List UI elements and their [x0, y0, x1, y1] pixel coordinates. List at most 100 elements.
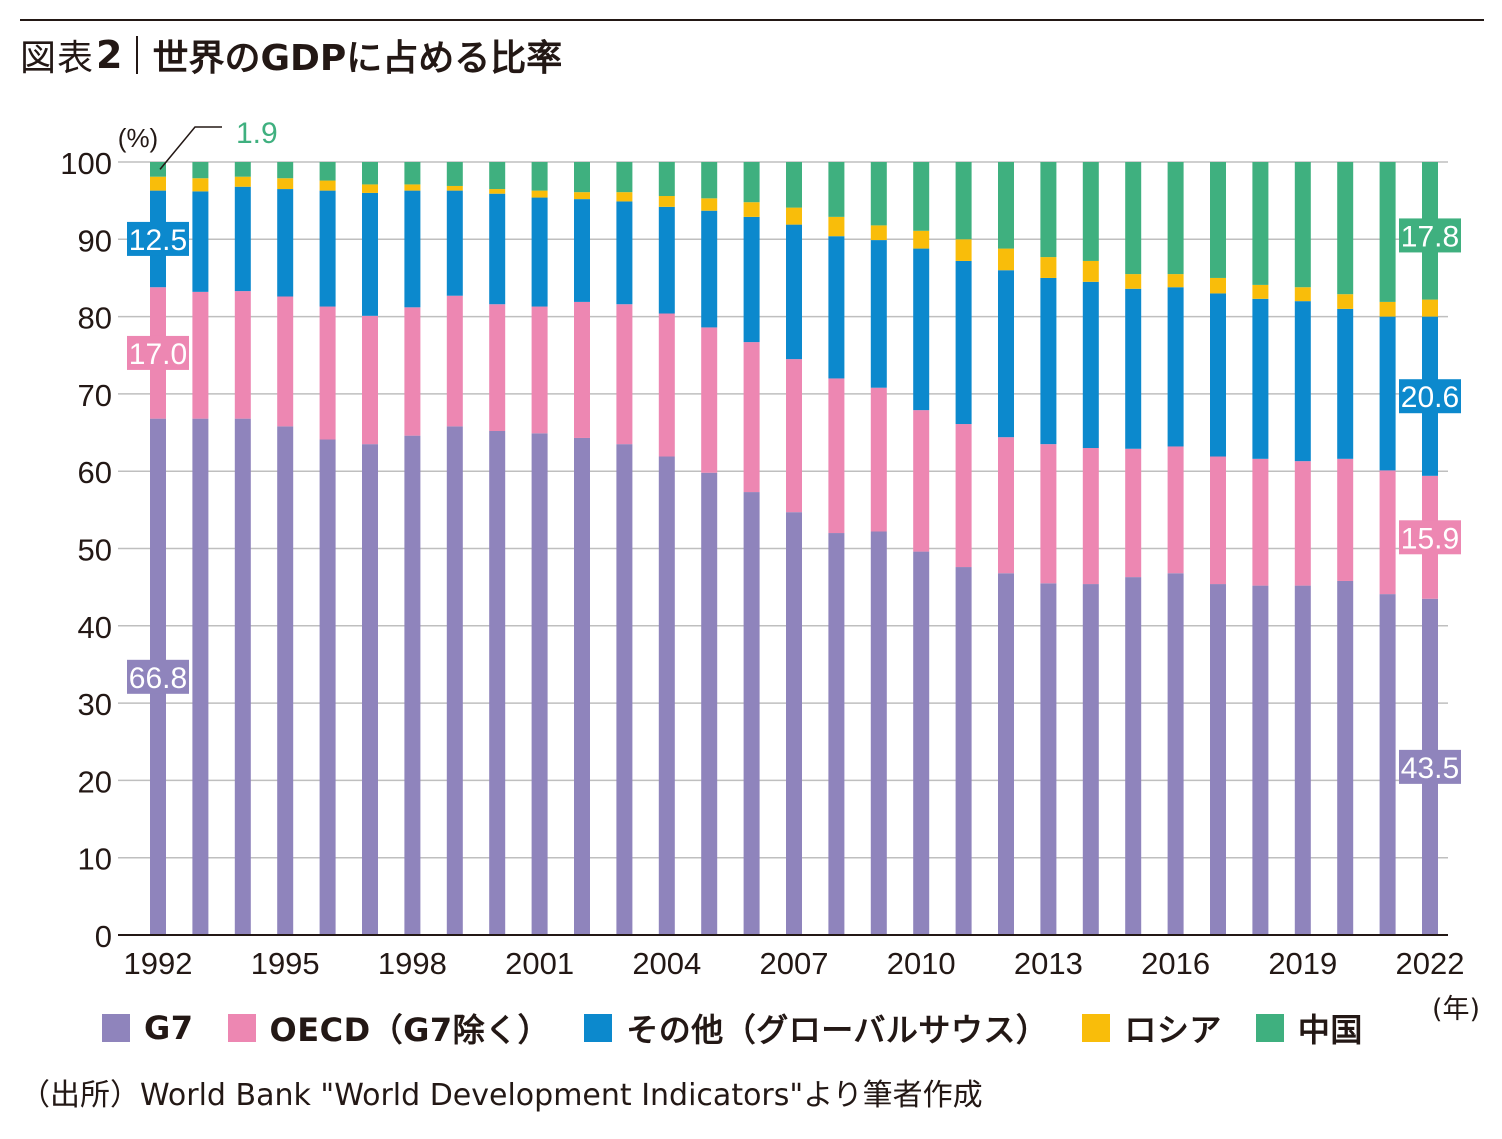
bar-segment	[1294, 585, 1311, 935]
data-label: 66.8	[129, 662, 187, 695]
bar-segment	[362, 444, 378, 935]
bar-segment	[192, 291, 209, 419]
bar-segment	[1167, 573, 1184, 935]
bar-segment	[1379, 162, 1396, 302]
bar-segment	[1125, 448, 1142, 578]
bar-segment	[870, 225, 887, 241]
bar-segment	[998, 248, 1014, 271]
bar-segment	[1082, 260, 1099, 282]
y-tick-label: 0	[95, 919, 112, 954]
bar-segment	[531, 162, 548, 191]
bar-segment	[1167, 287, 1184, 447]
bar-segment	[658, 313, 675, 457]
y-tick-label: 20	[78, 764, 112, 799]
bar-segment	[1252, 298, 1269, 459]
bar-segment	[574, 301, 590, 438]
bar-segment	[192, 418, 209, 935]
x-tick-label: 1992	[124, 946, 193, 981]
bar-segment	[786, 512, 802, 935]
bar-segment	[1040, 583, 1057, 935]
bar-segment	[234, 176, 251, 187]
legend-item-others: その他（グローバルサウス）	[584, 1005, 1048, 1051]
bar-segment	[404, 162, 421, 185]
data-label: 17.8	[1401, 220, 1459, 253]
bar-segment	[998, 270, 1014, 438]
legend-item-russia: ロシア	[1082, 1005, 1222, 1051]
bar-segment	[1294, 162, 1311, 288]
data-label-box	[127, 221, 189, 256]
bar-segment	[1210, 293, 1226, 457]
bar-segment	[1379, 470, 1396, 595]
bar-segment	[786, 162, 802, 208]
bar-segment	[1294, 461, 1311, 586]
bar-segment	[658, 206, 675, 314]
bar-segment	[489, 193, 506, 305]
bar-segment	[616, 444, 633, 935]
bar-segment	[1082, 448, 1099, 585]
bar-segment	[955, 162, 972, 240]
bar-segment	[277, 178, 294, 190]
x-axis-unit: (年)	[1432, 994, 1480, 1025]
bar-segment	[574, 162, 590, 193]
bar-segment	[362, 184, 378, 193]
bars	[150, 162, 1438, 935]
y-tick-label: 40	[78, 610, 112, 645]
y-tick-label: 10	[78, 842, 112, 877]
bar-segment	[531, 197, 548, 307]
bar-segment	[955, 239, 972, 261]
bar-segment	[1252, 284, 1269, 299]
data-label-box	[127, 659, 189, 694]
bar-segment	[828, 236, 845, 379]
bar-segment	[489, 162, 506, 190]
bar-segment	[446, 162, 463, 186]
bar-segment	[1379, 316, 1396, 471]
bar-segment	[1294, 301, 1311, 462]
legend-label-oecd: OECD（G7除く）	[269, 1011, 551, 1049]
bar-segment	[319, 180, 336, 191]
bar-segment	[658, 162, 675, 197]
bar-segment	[531, 190, 548, 198]
bar-segment	[870, 531, 887, 935]
legend-swatch-oecd	[227, 1014, 256, 1042]
bar-segment	[1337, 308, 1354, 459]
bar-segment	[913, 410, 930, 552]
legend-item-g7: G7	[102, 1009, 194, 1047]
bar-segment	[192, 162, 209, 179]
x-tick-label: 1998	[378, 946, 447, 981]
bar-segment	[489, 189, 506, 194]
bar-segment	[828, 378, 845, 534]
bar-segment	[1337, 294, 1354, 309]
x-tick-label: 2010	[887, 946, 956, 981]
x-tick-label: 2019	[1268, 946, 1337, 981]
bar-segment	[1337, 580, 1354, 935]
bar-segment	[277, 296, 294, 427]
bar-segment	[1040, 277, 1057, 445]
bar-segment	[701, 210, 718, 328]
x-tick-label: 2013	[1014, 946, 1083, 981]
legend-swatch-china	[1255, 1014, 1284, 1042]
bar-segment	[616, 201, 633, 305]
bar-segment	[446, 295, 463, 427]
y-tick-label: 90	[78, 223, 112, 258]
bar-segment	[955, 260, 972, 425]
bar-segment	[1082, 162, 1099, 261]
bar-segment	[870, 240, 887, 388]
bar-segment	[1252, 458, 1269, 586]
bar-segment	[277, 189, 294, 297]
x-tick-label: 2007	[760, 946, 829, 981]
bar-segment	[998, 162, 1014, 249]
legend-label-g7: G7	[144, 1009, 194, 1047]
figure-number: 2	[96, 33, 123, 77]
bar-segment	[150, 176, 166, 191]
bar-segment	[319, 162, 336, 181]
bar-segment	[998, 437, 1014, 574]
x-tick-label: 2001	[505, 946, 574, 981]
bar-segment	[234, 418, 251, 935]
bar-segment	[786, 207, 802, 225]
leader-line	[159, 126, 222, 170]
bar-segment	[913, 248, 930, 411]
bar-segment	[1337, 162, 1354, 295]
bar-segment	[234, 291, 251, 419]
legend-label-russia: ロシア	[1124, 1011, 1222, 1049]
x-tick-label: 2004	[632, 946, 701, 981]
